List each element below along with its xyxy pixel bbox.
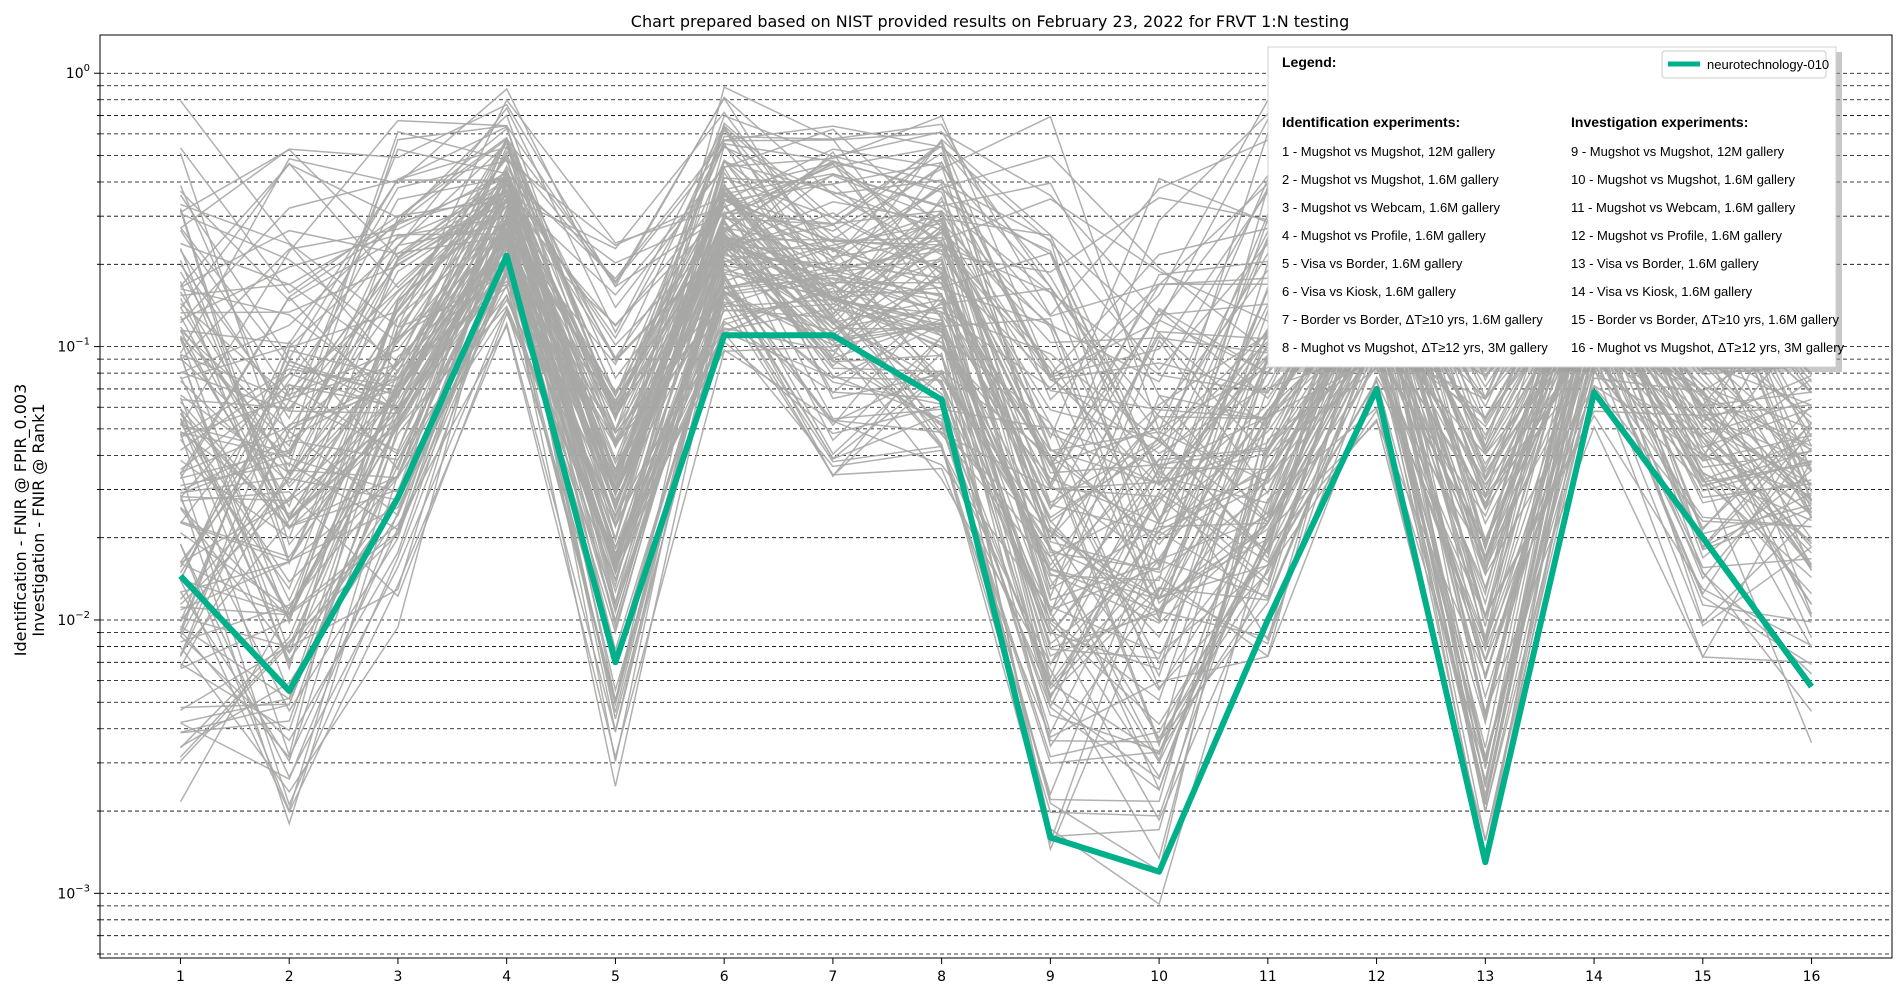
legend-heading: Legend: — [1282, 54, 1336, 70]
background-series-line — [179, 272, 1812, 863]
investigation-heading: Investigation experiments: — [1571, 114, 1748, 130]
x-tick-label: 1 — [176, 969, 185, 985]
x-tick-label: 10 — [1150, 969, 1168, 985]
identification-item: 6 - Visa vs Kiosk, 1.6M gallery — [1282, 284, 1456, 299]
identification-item: 8 - Mughot vs Mugshot, ΔT≥12 yrs, 3M gal… — [1282, 340, 1548, 355]
background-series-line — [179, 264, 1813, 759]
background-series-line — [179, 212, 1813, 680]
x-tick-label: 8 — [937, 969, 946, 985]
x-tick-label: 15 — [1694, 969, 1712, 985]
background-series-line — [180, 169, 1813, 620]
y-axis-label: Identification - FNIR @ FPIR_0.003 Inves… — [11, 384, 48, 657]
identification-item: 1 - Mugshot vs Mugshot, 12M gallery — [1282, 144, 1496, 159]
y-tick-label: 10−2 — [57, 610, 90, 629]
x-tick-label: 16 — [1803, 969, 1821, 985]
y-tick-label: 10−1 — [57, 337, 90, 356]
x-tick-label: 14 — [1585, 969, 1603, 985]
background-series-line — [180, 242, 1813, 657]
x-tick-label: 6 — [720, 969, 729, 985]
identification-item: 4 - Mugshot vs Profile, 1.6M gallery — [1282, 228, 1486, 243]
legend-entry-box — [1661, 50, 1827, 79]
chart-title: Chart prepared based on NIST provided re… — [631, 12, 1349, 31]
identification-item: 7 - Border vs Border, ΔT≥10 yrs, 1.6M ga… — [1282, 312, 1543, 327]
investigation-item: 12 - Mugshot vs Profile, 1.6M gallery — [1571, 228, 1782, 243]
investigation-list: 9 - Mugshot vs Mugshot, 12M gallery 10 - … — [1571, 144, 1845, 355]
background-series-line — [180, 170, 1812, 622]
investigation-item: 14 - Visa vs Kiosk, 1.6M gallery — [1571, 284, 1753, 299]
y-axis-label-line1: Identification - FNIR @ FPIR_0.003 — [11, 384, 31, 657]
investigation-item: 15 - Border vs Border, ΔT≥10 yrs, 1.6M g… — [1571, 312, 1839, 327]
x-axis-ticks: 1 2 3 4 5 6 7 8 9 10 11 12 13 14 15 16 — [176, 958, 1821, 985]
investigation-item: 16 - Mughot vs Mugshot, ΔT≥12 yrs, 3M ga… — [1571, 340, 1845, 355]
investigation-item: 10 - Mugshot vs Mugshot, 1.6M gallery — [1571, 172, 1795, 187]
background-series-line — [179, 181, 1813, 680]
y-axis-label-line2: Investigation - FNIR @ Rank1 — [29, 403, 48, 636]
y-tick-label: 100 — [66, 63, 90, 82]
legend-entry-label: neurotechnology-010 — [1707, 57, 1829, 72]
x-tick-label: 7 — [828, 969, 837, 985]
identification-item: 5 - Visa vs Border, 1.6M gallery — [1282, 256, 1463, 271]
identification-item: 2 - Mugshot vs Mugshot, 1.6M gallery — [1282, 172, 1499, 187]
x-tick-label: 4 — [502, 969, 511, 985]
highlight-series-group — [178, 252, 1814, 875]
investigation-item: 13 - Visa vs Border, 1.6M gallery — [1571, 256, 1759, 271]
identification-item: 3 - Mugshot vs Webcam, 1.6M gallery — [1282, 200, 1500, 215]
plot-frame — [99, 34, 1893, 959]
legend-box — [1267, 46, 1837, 368]
background-series-line — [179, 218, 1812, 696]
background-series-line — [179, 242, 1813, 708]
identification-list: 1 - Mugshot vs Mugshot, 12M gallery 2 - M… — [1282, 144, 1548, 355]
background-series-line — [180, 237, 1812, 805]
x-tick-label: 3 — [393, 969, 402, 985]
investigation-item: 9 - Mugshot vs Mugshot, 12M gallery — [1571, 144, 1785, 159]
investigation-item: 11 - Mugshot vs Webcam, 1.6M gallery — [1571, 200, 1796, 215]
x-tick-label: 2 — [285, 969, 294, 985]
x-tick-label: 12 — [1368, 969, 1386, 985]
x-tick-label: 5 — [611, 969, 620, 985]
background-series-line — [179, 264, 1813, 805]
neurotechnology-010-line — [178, 252, 1814, 875]
background-series-line — [180, 144, 1813, 540]
background-series-line — [179, 218, 1813, 758]
x-tick-label: 13 — [1476, 969, 1494, 985]
background-series-line — [179, 200, 1813, 600]
x-tick-label: 9 — [1046, 969, 1055, 985]
identification-heading: Identification experiments: — [1282, 114, 1460, 130]
background-series-line — [179, 213, 1813, 769]
legend: Legend: neurotechnology-010 Identificati… — [1267, 46, 1845, 372]
x-tick-label: 11 — [1259, 969, 1277, 985]
background-series-line — [179, 290, 1812, 861]
y-tick-label: 10−3 — [57, 883, 90, 902]
y-axis-ticks: 10−3 10−2 10−1 100 — [57, 63, 100, 955]
